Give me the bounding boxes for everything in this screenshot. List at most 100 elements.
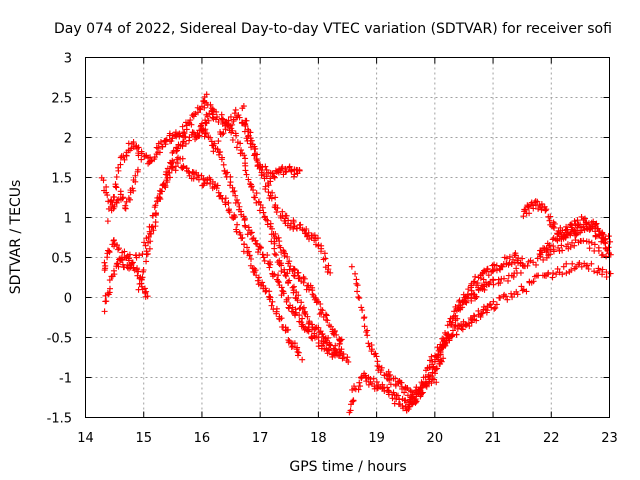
x-tick-label: 21 — [485, 431, 502, 446]
data-point — [114, 260, 121, 267]
data-point — [416, 386, 423, 393]
data-point — [349, 398, 356, 405]
data-point — [591, 268, 598, 275]
data-point — [345, 358, 352, 365]
data-point — [505, 277, 512, 284]
data-point — [141, 239, 148, 246]
series-arc-10 — [268, 238, 352, 365]
data-point — [220, 161, 227, 168]
data-point — [306, 318, 313, 325]
data-point — [352, 270, 359, 277]
data-point — [462, 294, 469, 301]
data-point — [277, 244, 284, 251]
data-point — [241, 152, 248, 159]
data-point — [172, 163, 179, 170]
data-point — [139, 274, 146, 281]
data-point — [143, 248, 150, 255]
data-point — [577, 221, 584, 228]
data-point — [252, 237, 259, 244]
series-arc-13 — [403, 259, 614, 414]
data-point — [426, 378, 433, 385]
data-point — [103, 183, 110, 190]
data-point — [506, 253, 513, 260]
data-point — [542, 207, 549, 214]
data-point — [539, 249, 546, 256]
data-point — [300, 323, 307, 330]
data-point — [244, 244, 251, 251]
data-point — [262, 163, 269, 170]
data-point — [233, 144, 240, 151]
data-point — [104, 192, 111, 199]
data-point — [274, 278, 281, 285]
data-point — [589, 225, 596, 232]
series-arc-5 — [135, 154, 306, 363]
data-point — [439, 342, 446, 349]
data-point — [241, 241, 248, 248]
x-tick-label: 15 — [135, 431, 152, 446]
data-point — [278, 284, 285, 291]
data-point — [293, 289, 300, 296]
y-axis-label: SDTVAR / TECUs — [8, 180, 24, 295]
data-point — [142, 293, 149, 300]
data-point — [211, 140, 218, 147]
data-point — [285, 305, 292, 312]
data-point — [194, 130, 201, 137]
data-point — [555, 244, 562, 251]
data-point — [246, 252, 253, 259]
data-point — [518, 283, 525, 290]
data-point — [448, 332, 455, 339]
data-point — [417, 385, 424, 392]
data-point — [315, 339, 322, 346]
data-point — [325, 346, 332, 353]
data-point — [412, 397, 419, 404]
data-point — [229, 136, 236, 143]
data-point — [372, 350, 379, 357]
data-point — [499, 263, 506, 270]
x-tick-label: 22 — [543, 431, 560, 446]
data-point — [607, 251, 614, 258]
data-point — [257, 245, 264, 252]
data-point — [265, 182, 272, 189]
data-point — [514, 257, 521, 264]
data-point — [140, 266, 147, 273]
data-point — [179, 123, 186, 130]
data-point — [129, 259, 136, 266]
data-point — [324, 317, 331, 324]
data-point — [256, 207, 263, 214]
data-point — [550, 223, 557, 230]
data-point — [210, 148, 217, 155]
data-point — [504, 296, 511, 303]
data-point — [364, 332, 371, 339]
data-point — [278, 268, 285, 275]
data-point — [135, 152, 142, 159]
data-point — [255, 274, 262, 281]
data-point — [605, 233, 612, 240]
x-axis-label: GPS time / hours — [289, 459, 406, 475]
data-point — [253, 190, 260, 197]
data-point — [543, 206, 550, 213]
data-point — [319, 307, 326, 314]
data-point — [219, 154, 226, 161]
data-point — [250, 187, 257, 194]
data-point — [376, 363, 383, 370]
data-point — [202, 120, 209, 127]
data-point — [475, 307, 482, 314]
data-point — [373, 378, 380, 385]
data-point — [555, 231, 562, 238]
data-point — [530, 278, 537, 285]
data-point — [266, 288, 273, 295]
data-point — [259, 204, 266, 211]
data-point — [261, 213, 268, 220]
data-point — [438, 358, 445, 365]
data-point — [295, 275, 302, 282]
data-point — [435, 352, 442, 359]
data-point — [344, 354, 351, 361]
data-point — [149, 212, 156, 219]
data-point — [134, 166, 141, 173]
data-point — [347, 407, 354, 414]
data-point — [287, 224, 294, 231]
data-point — [359, 307, 366, 314]
data-point — [151, 156, 158, 163]
data-point — [451, 308, 458, 315]
